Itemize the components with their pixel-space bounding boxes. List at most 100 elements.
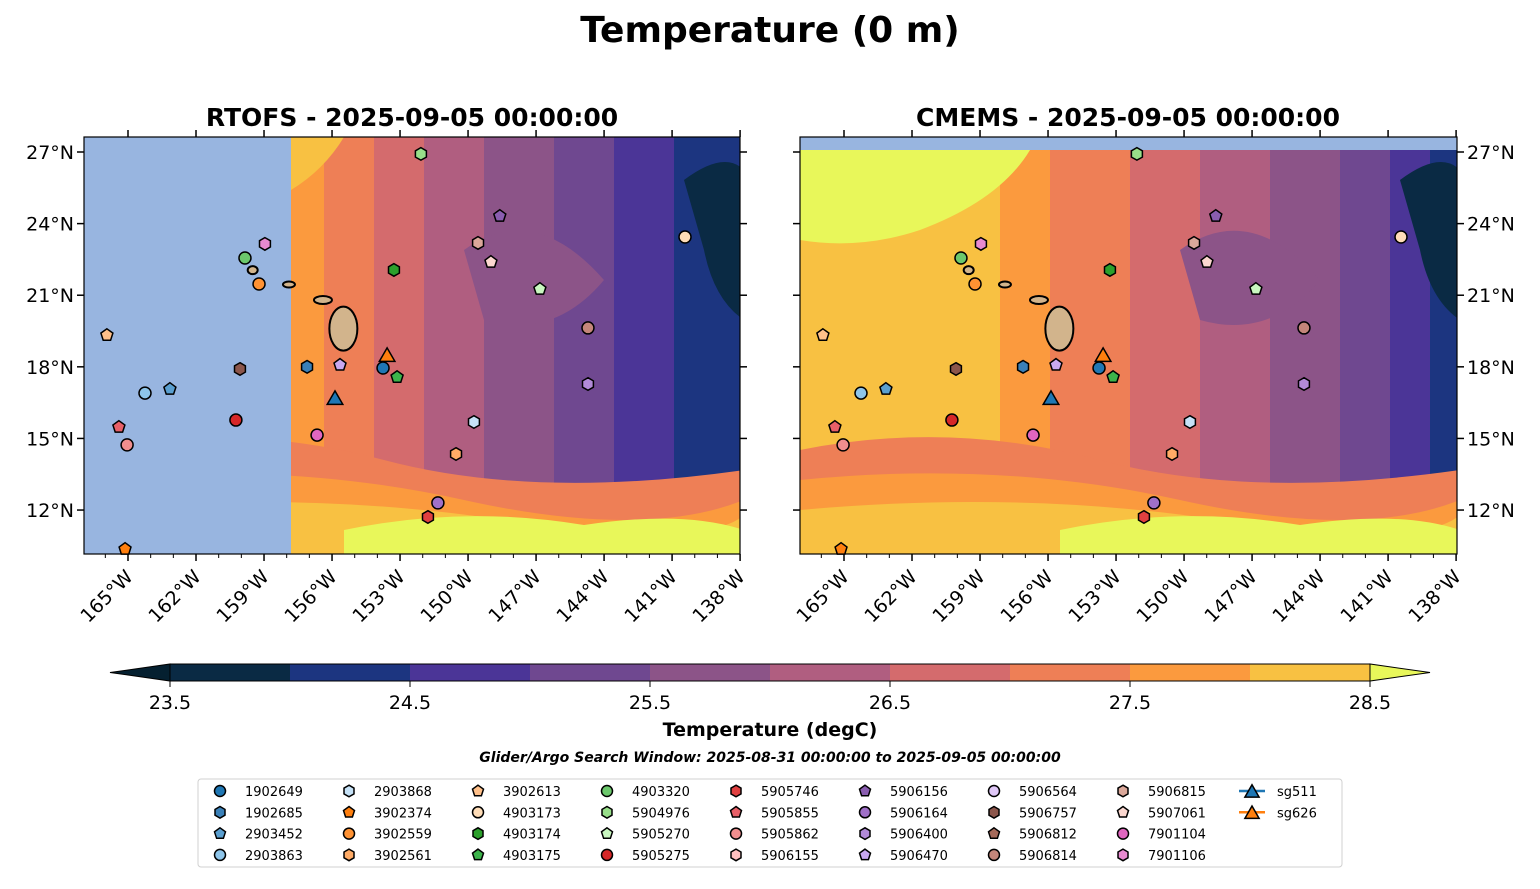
colorbar-tick-label: 25.5 xyxy=(629,692,671,714)
legend-marker-5906156 xyxy=(858,784,872,797)
cmems-map xyxy=(800,137,1457,554)
marker-4903320 xyxy=(954,251,968,265)
marker-5906156 xyxy=(1208,208,1223,222)
lon-tick-label: 144°W xyxy=(1268,566,1329,627)
marker-4903174 xyxy=(387,262,401,278)
marker-5906470 xyxy=(333,357,347,371)
island xyxy=(281,280,296,289)
marker-5906164 xyxy=(1147,496,1161,510)
legend-marker-7901106 xyxy=(1117,848,1129,862)
legend-marker-5906155 xyxy=(730,848,742,862)
panel-title-cmems: CMEMS - 2025-09-05 00:00:00 xyxy=(916,103,1340,132)
lon-tick-label: 159°W xyxy=(212,566,273,627)
legend-marker-sg511 xyxy=(1243,783,1261,798)
legend-marker-5906814 xyxy=(987,848,1001,862)
colorbar-bin xyxy=(170,664,290,681)
island xyxy=(328,305,359,352)
legend-label: 5904976 xyxy=(632,806,690,821)
lon-tick-label: 141°W xyxy=(620,566,681,627)
figure-title: Temperature (0 m) xyxy=(580,10,959,51)
island xyxy=(1044,305,1075,352)
marker-5906814 xyxy=(1297,321,1311,335)
legend-label: 5907061 xyxy=(1148,806,1206,821)
legend-label: 4903175 xyxy=(503,849,561,864)
legend-label: 3902561 xyxy=(374,849,432,864)
marker-2903863 xyxy=(138,386,152,400)
marker-4903174 xyxy=(1103,262,1117,278)
marker-5905275 xyxy=(945,413,959,427)
colorbar-bin xyxy=(410,664,530,681)
legend-marker-5906164 xyxy=(858,806,872,819)
marker-5906815 xyxy=(471,235,485,251)
legend-marker-3902561 xyxy=(343,848,355,862)
no-data-region xyxy=(84,137,291,554)
lon-tick-label: 147°W xyxy=(484,566,545,627)
colorbar-over-arrow xyxy=(1369,663,1431,682)
marker-5905270 xyxy=(533,281,547,295)
lat-tick-label: 15°N xyxy=(1467,428,1515,450)
marker-3902374 xyxy=(118,541,132,555)
legend-marker-5905746 xyxy=(730,784,742,798)
legend-marker-2903868 xyxy=(343,784,355,798)
legend-marker-5905855 xyxy=(729,805,743,818)
legend-marker-4903175 xyxy=(471,848,485,861)
colorbar-bin xyxy=(770,664,890,681)
marker-5905275 xyxy=(229,413,243,427)
marker-5904976 xyxy=(414,146,428,162)
contour-band xyxy=(684,162,740,318)
marker-sg511 xyxy=(1041,389,1061,406)
lat-tick-label: 27°N xyxy=(1467,142,1515,164)
lat-tick-label: 24°N xyxy=(26,214,74,236)
no-data-region xyxy=(800,137,1457,150)
legend-label: 7901104 xyxy=(1148,828,1206,843)
island xyxy=(312,294,333,305)
marker-5905862 xyxy=(120,438,134,452)
legend-label: 2903452 xyxy=(245,828,303,843)
marker-sg626 xyxy=(378,346,397,363)
legend-label: 2903868 xyxy=(374,785,432,800)
marker-2903452 xyxy=(879,381,893,395)
marker-1902649 xyxy=(376,361,390,375)
legend-label: sg626 xyxy=(1277,806,1317,821)
marker-7901106 xyxy=(258,236,272,252)
legend-marker-5906564 xyxy=(987,784,1001,798)
marker-7901104 xyxy=(310,428,324,442)
marker-5906757 xyxy=(233,361,247,377)
marker-5905855 xyxy=(112,419,126,433)
marker-5907061 xyxy=(484,254,498,268)
legend-label: 5906156 xyxy=(890,785,948,800)
legend-label: 5905746 xyxy=(761,785,819,800)
legend-marker-2903863 xyxy=(213,848,227,862)
lon-tick-label: 147°W xyxy=(1200,566,1261,627)
lon-tick-label: 153°W xyxy=(348,566,409,627)
marker-5905270 xyxy=(1249,281,1263,295)
marker-5905746 xyxy=(1137,509,1151,525)
marker-3902613 xyxy=(816,327,830,341)
colorbar-tick-label: 27.5 xyxy=(1109,692,1151,714)
marker-2903868 xyxy=(467,414,481,430)
lon-tick-label: 156°W xyxy=(996,566,1057,627)
marker-5906164 xyxy=(431,496,445,510)
legend-marker-5906757 xyxy=(988,805,1000,819)
legend-marker-4903173 xyxy=(471,806,485,819)
legend-marker-1902649 xyxy=(213,784,227,798)
legend-marker-3902559 xyxy=(342,827,356,840)
colorbar-bin xyxy=(530,664,650,681)
colorbar-tick-label: 23.5 xyxy=(149,692,191,714)
legend-marker-5906470 xyxy=(858,848,872,861)
legend-label: 3902374 xyxy=(374,806,432,821)
contour-band xyxy=(1180,230,1320,325)
legend-label: 5906564 xyxy=(1019,785,1077,800)
marker-5904976 xyxy=(1130,146,1144,162)
legend-box xyxy=(197,778,1343,868)
lat-tick-label: 24°N xyxy=(1467,214,1515,236)
legend-marker-5905275 xyxy=(600,848,614,862)
marker-2903868 xyxy=(1183,414,1197,430)
legend-label: sg511 xyxy=(1277,785,1317,800)
legend-label: 4903174 xyxy=(503,828,561,843)
lon-tick-label: 162°W xyxy=(144,566,205,627)
legend-marker-5906400 xyxy=(859,826,871,841)
lon-tick-label: 144°W xyxy=(552,566,613,627)
